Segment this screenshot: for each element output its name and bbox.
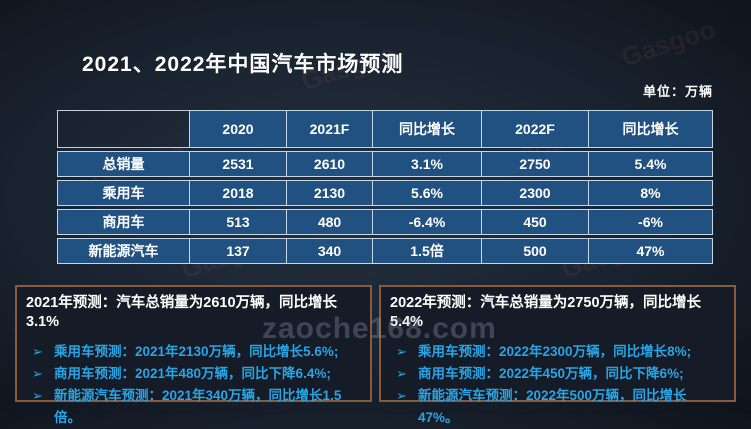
table-cell: 480 [286,209,373,235]
table-cell: -6.4% [372,209,482,235]
bullet-item: ➢ 乘用车预测：2021年2130万辆，同比增长5.6%; [26,341,361,363]
table-row: 总销量 2531 2610 3.1% 2750 5.4% [57,151,718,177]
panel-title: 2022年预测：汽车总销量为2750万辆，同比增长5.4% [390,295,702,330]
bullet-item: ➢ 商用车预测：2021年480万辆，同比下降6.4%; [26,363,361,385]
column-header: 同比增长 [588,110,713,148]
bullet-item: ➢ 商用车预测：2022年450万辆，同比下降6%; [390,363,725,385]
table-cell: 2300 [481,180,589,206]
bullet-text: 乘用车预测：2022年2300万辆，同比增长8%; [418,344,692,359]
arrow-bullet-icon: ➢ [32,388,43,403]
unit-label: 单位：万辆 [642,84,713,99]
arrow-bullet-icon: ➢ [396,366,407,381]
table-cell: 2130 [286,180,373,206]
forecast-panel-2021: 2021年预测：汽车总销量为2610万辆，同比增长3.1% ➢ 乘用车预测：20… [15,285,372,425]
table-row: 新能源汽车 137 340 1.5倍 500 47% [57,238,718,264]
table-cell: 1.5倍 [372,238,482,264]
bullet-item: ➢ 乘用车预测：2022年2300万辆，同比增长8%; [390,341,725,363]
gasgoo-watermark: Gasgoo [617,13,719,73]
bullet-text: 商用车预测：2022年450万辆，同比下降6%; [418,366,684,381]
bullet-text: 乘用车预测：2021年2130万辆，同比增长5.6%; [54,344,339,359]
bullet-item: ➢ 新能源汽车预测：2022年500万辆，同比增长47%。 [390,385,725,429]
arrow-bullet-icon: ➢ [396,388,407,403]
bullet-text: 新能源汽车预测：2022年500万辆，同比增长47%。 [418,388,687,425]
table-cell: 3.1% [372,151,482,177]
table-cell: 500 [481,238,589,264]
arrow-bullet-icon: ➢ [396,344,407,359]
column-header: 2020 [189,110,287,148]
table-cell: 8% [588,180,713,206]
row-label: 乘用车 [57,180,190,206]
table-header-row: 2020 2021F 同比增长 2022F 同比增长 [57,110,718,148]
table-cell: -6% [588,209,713,235]
row-label: 新能源汽车 [57,238,190,264]
table-cell: 2018 [189,180,287,206]
table-cell: 5.4% [588,151,713,177]
table-row: 商用车 513 480 -6.4% 450 -6% [57,209,718,235]
column-header [57,110,190,148]
bullet-item: ➢ 新能源汽车预测：2021年340万辆，同比增长1.5倍。 [26,385,361,429]
table-row: 乘用车 2018 2130 5.6% 2300 8% [57,180,718,206]
forecast-table: 2020 2021F 同比增长 2022F 同比增长 总销量 2531 2610… [57,110,718,267]
page-title: 2021、2022年中国汽车市场预测 [82,53,404,76]
table-cell: 2531 [189,151,287,177]
column-header: 2022F [481,110,589,148]
bullet-text: 新能源汽车预测：2021年340万辆，同比增长1.5倍。 [54,388,342,425]
bullet-text: 商用车预测：2021年480万辆，同比下降6.4%; [54,366,331,381]
table-cell: 137 [189,238,287,264]
arrow-bullet-icon: ➢ [32,344,43,359]
table-cell: 5.6% [372,180,482,206]
table-cell: 2750 [481,151,589,177]
table-cell: 47% [588,238,713,264]
column-header: 同比增长 [372,110,482,148]
table-cell: 450 [481,209,589,235]
table-cell: 513 [189,209,287,235]
row-label: 商用车 [57,209,190,235]
column-header: 2021F [286,110,373,148]
arrow-bullet-icon: ➢ [32,366,43,381]
panel-title: 2021年预测：汽车总销量为2610万辆，同比增长3.1% [26,295,338,330]
row-label: 总销量 [57,151,190,177]
table-cell: 340 [286,238,373,264]
table-cell: 2610 [286,151,373,177]
forecast-panel-2022: 2022年预测：汽车总销量为2750万辆，同比增长5.4% ➢ 乘用车预测：20… [379,285,736,425]
